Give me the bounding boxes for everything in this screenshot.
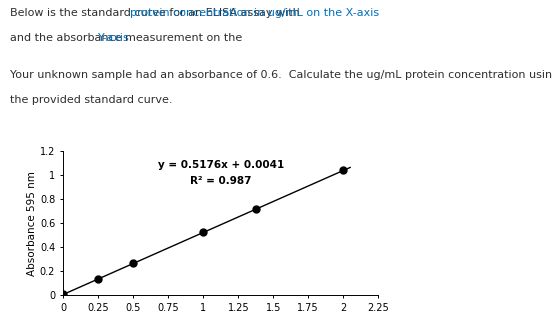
Text: and the absorbance measurement on the: and the absorbance measurement on the	[10, 33, 246, 43]
Y-axis label: Absorbance 595 nm: Absorbance 595 nm	[27, 171, 37, 275]
Text: protein concentration in ug/mL on the X-axis: protein concentration in ug/mL on the X-…	[130, 8, 380, 18]
Text: Your unknown sample had an absorbance of 0.6.  Calculate the ug/mL protein conce: Your unknown sample had an absorbance of…	[10, 70, 552, 80]
Text: the provided standard curve.: the provided standard curve.	[10, 95, 172, 105]
Text: Y-axis.: Y-axis.	[98, 33, 134, 43]
Text: y = 0.5176x + 0.0041: y = 0.5176x + 0.0041	[158, 160, 284, 170]
Text: Below is the standard curve for an ELISA assay with: Below is the standard curve for an ELISA…	[10, 8, 303, 18]
Text: R² = 0.987: R² = 0.987	[190, 176, 252, 186]
